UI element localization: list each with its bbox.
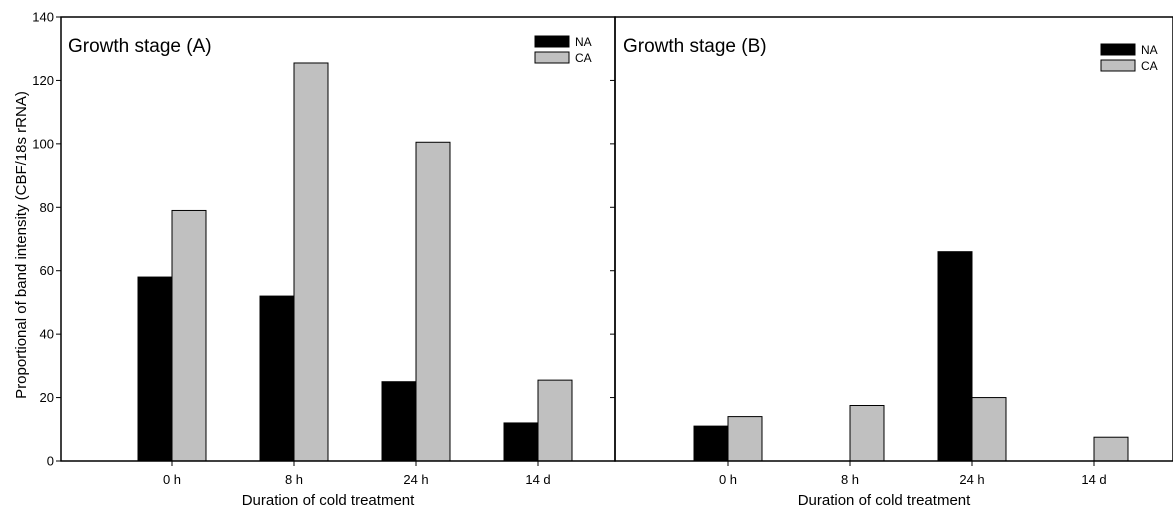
legend-label-na: NA xyxy=(575,35,592,49)
y-tick-label: 60 xyxy=(40,263,54,278)
y-tick-label: 20 xyxy=(40,390,54,405)
y-tick-label: 100 xyxy=(32,136,54,151)
bar-na-0-h xyxy=(137,276,173,462)
legend-label-ca: CA xyxy=(575,51,592,65)
panel-title: Growth stage (B) xyxy=(623,36,767,57)
bar-na-8-h xyxy=(259,295,295,462)
panel-title: Growth stage (A) xyxy=(68,36,212,57)
bar-na-24-h xyxy=(937,251,973,462)
plot-frame xyxy=(614,16,1173,462)
x-axis-label: Duration of cold treatment xyxy=(242,492,415,509)
bar-ca-24-h xyxy=(971,397,1007,462)
bar-ca-24-h xyxy=(415,141,451,462)
y-axis-label: Proportional of band intensity (CBF/18s … xyxy=(13,91,30,399)
x-tick-label: 8 h xyxy=(285,472,303,487)
x-tick-label: 24 h xyxy=(403,472,428,487)
y-tick-label: 40 xyxy=(40,327,54,342)
bar-ca-14-d xyxy=(1093,436,1129,462)
x-tick-label: 14 d xyxy=(525,472,550,487)
x-tick-label: 0 h xyxy=(719,472,737,487)
y-tick-label: 80 xyxy=(40,200,54,215)
x-tick-label: 24 h xyxy=(959,472,984,487)
x-axis-label: Duration of cold treatment xyxy=(798,492,971,509)
legend-label-na: NA xyxy=(1141,43,1158,57)
legend-swatch-na xyxy=(1100,43,1136,56)
bar-ca-0-h xyxy=(171,209,207,462)
legend-label-ca: CA xyxy=(1141,59,1158,73)
x-tick-label: 14 d xyxy=(1081,472,1106,487)
bar-ca-14-d xyxy=(537,379,573,462)
y-tick-label: 120 xyxy=(32,73,54,88)
y-tick-label: 0 xyxy=(47,454,54,469)
y-tick-label: 140 xyxy=(32,10,54,25)
panel-growth-stage-b: 0 h 8 h 24 h 14 d Growth stage (B) Duration o… xyxy=(610,16,1173,509)
bar-ca-0-h xyxy=(727,416,763,462)
x-tick-label: 8 h xyxy=(841,472,859,487)
x-tick-label: 0 h xyxy=(163,472,181,487)
bar-na-0-h xyxy=(693,425,729,462)
bar-ca-8-h xyxy=(293,62,329,462)
bar-ca-8-h xyxy=(849,405,885,462)
legend-swatch-ca xyxy=(1100,59,1136,72)
panel-growth-stage-a: 0 h 8 h 24 h 14 d 0 20 40 60 80 100 120 140 Growth s… xyxy=(32,10,616,509)
legend-swatch-na xyxy=(534,35,570,48)
bar-na-14-d xyxy=(503,422,539,462)
bar-na-24-h xyxy=(381,381,417,462)
legend-swatch-ca xyxy=(534,51,570,64)
